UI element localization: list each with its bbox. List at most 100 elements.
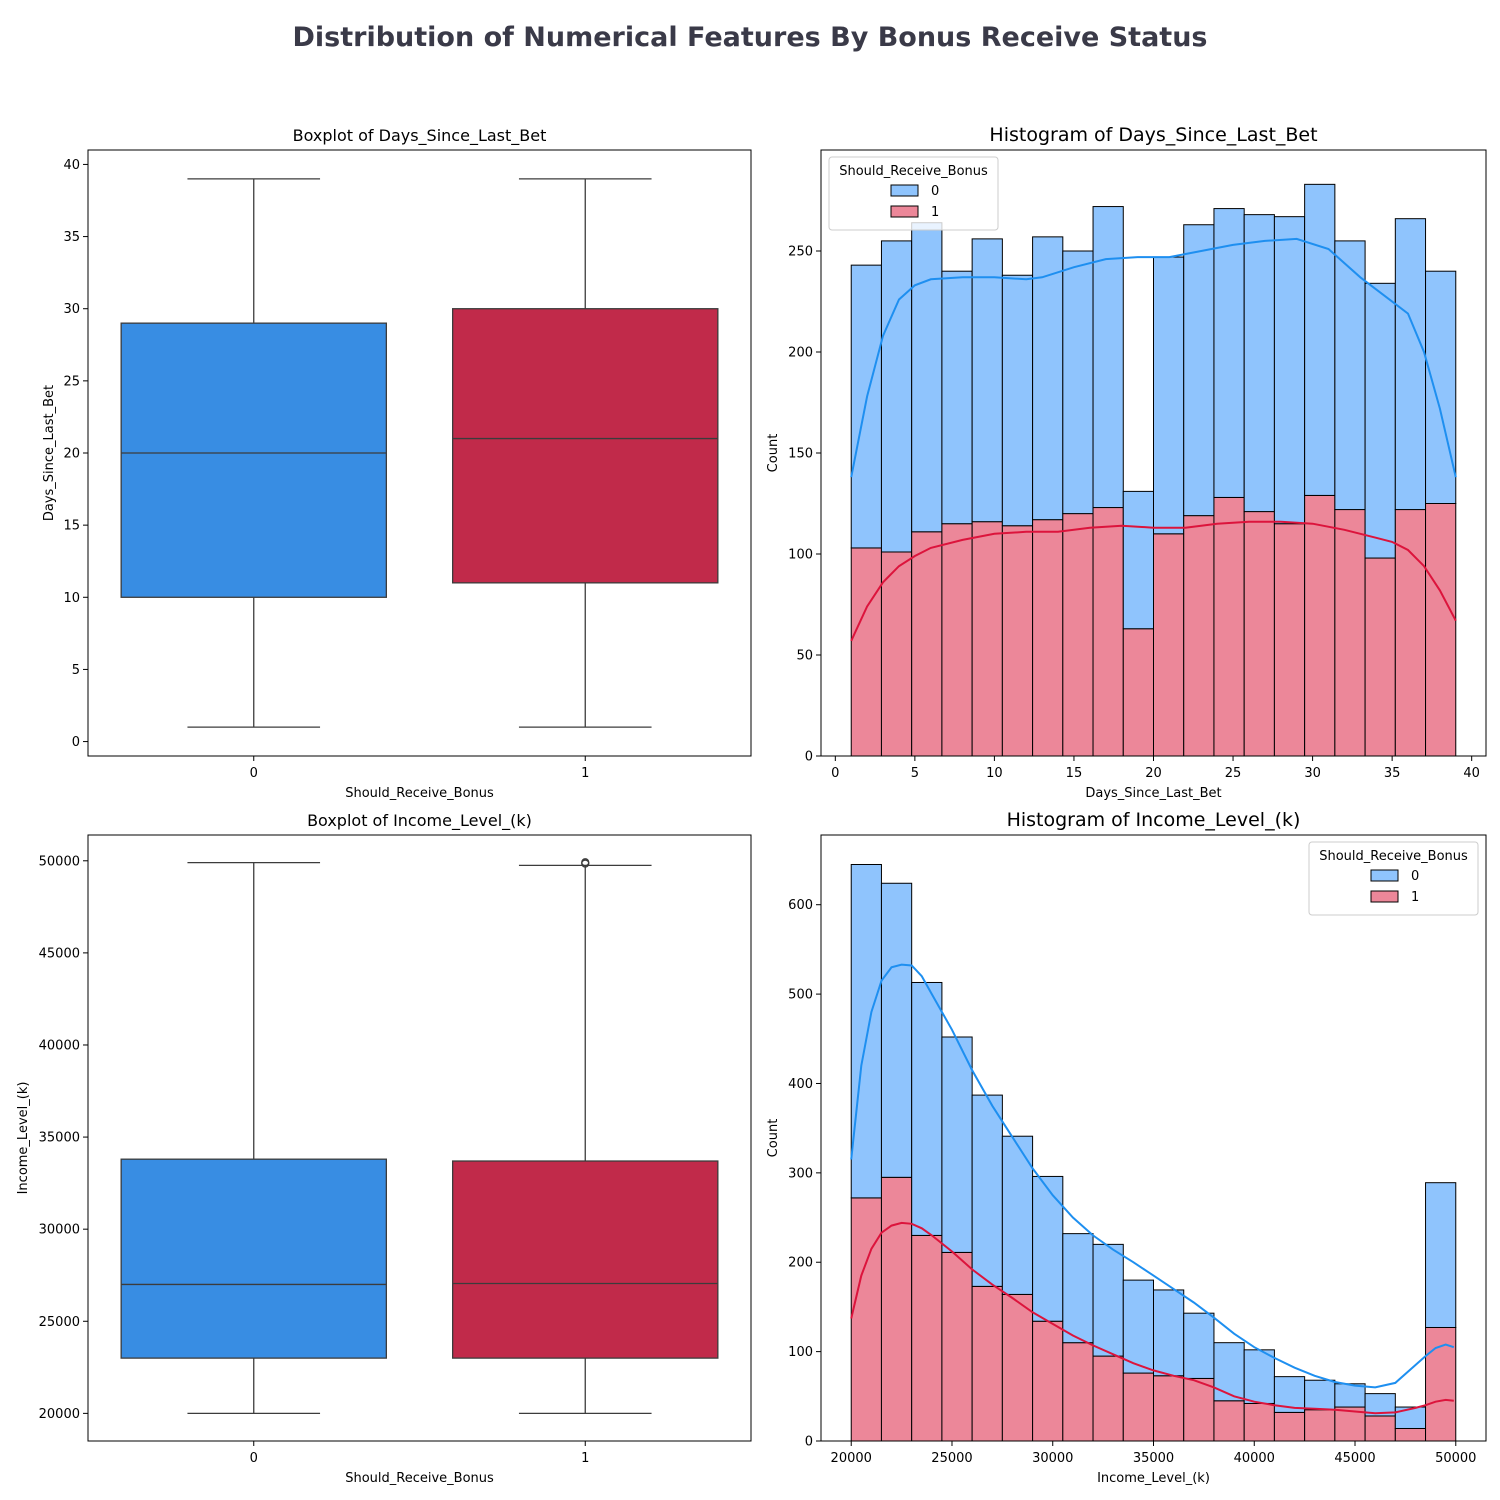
- y-tick-label: 45000: [39, 946, 80, 961]
- outlier-point: [581, 858, 590, 867]
- legend-swatch-1: [1370, 890, 1399, 903]
- iqr-box: [451, 1160, 719, 1359]
- bar-series-0: [1122, 490, 1154, 630]
- x-tick-label: 0: [831, 766, 839, 781]
- bar-series-0: [1213, 1342, 1245, 1402]
- y-tick-label: 35000: [39, 1131, 80, 1146]
- bar-series-0: [1394, 1406, 1427, 1429]
- y-tick-label: 30: [63, 302, 80, 317]
- bar-series-0: [1364, 1393, 1396, 1417]
- bar-series-1: [1001, 1293, 1034, 1442]
- legend-title: Should_Receive_Bonus: [1319, 849, 1468, 864]
- iqr-box: [120, 1158, 388, 1359]
- bar-series-1: [1273, 1411, 1306, 1442]
- bar-series-0: [1062, 1233, 1094, 1344]
- plot-frame: [87, 834, 752, 1442]
- plot-frame: [87, 149, 752, 757]
- box-1: [451, 178, 719, 728]
- chart-title: Boxplot of Days_Since_Last_Bet: [293, 126, 547, 146]
- bar-series-0: [850, 863, 882, 1199]
- bar-series-0: [941, 270, 973, 525]
- box_income-chart: Boxplot of Income_Level_(k) 20000 25000 300…: [16, 811, 752, 1486]
- bar-series-0: [1425, 1182, 1457, 1328]
- legend-label-0: 0: [1411, 869, 1419, 884]
- bar-series-0: [1032, 236, 1064, 521]
- y-tick-label: 35: [63, 230, 80, 245]
- x-tick-label: 40: [1463, 766, 1480, 781]
- kde-line-1: [850, 520, 1457, 642]
- y-axis-label: Days_Since_Last_Bet: [42, 385, 57, 521]
- bar-series-1: [911, 531, 943, 757]
- bar-series-0: [1183, 1312, 1215, 1379]
- bar-series-1: [1213, 496, 1245, 757]
- bar-series-0: [1273, 216, 1306, 525]
- bar-series-1: [1183, 1377, 1215, 1442]
- x-tick-label: 1: [581, 766, 589, 781]
- bar-series-1: [971, 1285, 1003, 1442]
- y-tick-label: 20000: [39, 1407, 80, 1422]
- bar-series-1: [880, 1176, 913, 1442]
- y-tick-label: 50: [796, 649, 813, 664]
- bar-series-1: [1032, 1320, 1064, 1442]
- bar-series-0: [1153, 1289, 1185, 1377]
- kde-line-0: [850, 237, 1457, 478]
- legend: Should_Receive_Bonus 0 1: [1308, 841, 1479, 916]
- box-1: [451, 858, 719, 1415]
- x-tick-label: 0: [250, 766, 258, 781]
- y-axis-label: Count: [766, 434, 781, 473]
- bar-series-0: [880, 240, 913, 553]
- bar-series-1: [1153, 533, 1185, 757]
- legend-label-1: 1: [931, 205, 939, 220]
- x-tick-label: 20000: [831, 1451, 872, 1466]
- chart-title: Histogram of Income_Level_(k): [1007, 809, 1301, 831]
- y-tick-label: 500: [788, 988, 813, 1003]
- bar-series-0: [1062, 250, 1094, 515]
- bar-series-1: [850, 1197, 882, 1442]
- x-tick-label: 0: [250, 1451, 258, 1466]
- box-0: [120, 178, 388, 728]
- legend-label-1: 1: [1411, 890, 1419, 905]
- bar-series-1: [1243, 511, 1275, 757]
- bar-series-0: [941, 1036, 973, 1253]
- bar-series-0: [1425, 270, 1457, 505]
- hist_days-chart: Histogram of Days_Since_Last_Bet05010015…: [766, 124, 1487, 801]
- y-tick-label: 100: [788, 1345, 813, 1360]
- histogram-bars: [850, 863, 1457, 1442]
- y-tick-label: 25000: [39, 1315, 80, 1330]
- bar-series-1: [941, 1251, 973, 1442]
- bar-series-1: [1122, 628, 1154, 757]
- x-axis-label: Income_Level_(k): [1097, 1471, 1210, 1486]
- bar-series-0: [1122, 1279, 1154, 1374]
- bar-series-1: [1092, 1355, 1124, 1442]
- bar-series-0: [1183, 224, 1215, 517]
- bar-series-1: [1304, 1409, 1336, 1442]
- bar-series-1: [1304, 494, 1336, 757]
- figure-title: Distribution of Numerical Features By Bo…: [292, 22, 1208, 53]
- bar-series-1: [1092, 507, 1124, 757]
- x-tick-label: 1: [581, 1451, 589, 1466]
- chart-title: Boxplot of Income_Level_(k): [307, 811, 532, 831]
- bar-series-0: [1394, 218, 1427, 511]
- x-axis-label: Should_Receive_Bonus: [345, 786, 494, 801]
- x-tick-label: 25: [1225, 766, 1242, 781]
- bar-series-0: [911, 222, 943, 533]
- bar-series-1: [1153, 1375, 1185, 1442]
- bar-series-1: [911, 1234, 943, 1442]
- plot-frame: [820, 149, 1487, 757]
- hist_income-chart: Histogram of Income_Level_(k) 0 100 200 300 4…: [766, 809, 1487, 1486]
- x-tick-label: 30000: [1032, 1451, 1073, 1466]
- bar-series-1: [880, 551, 913, 757]
- y-tick-label: 30000: [39, 1223, 80, 1238]
- bar-series-0: [880, 882, 913, 1178]
- y-tick-label: 100: [788, 548, 813, 563]
- bar-series-0: [971, 1094, 1003, 1287]
- y-axis-label: Count: [766, 1119, 781, 1158]
- y-tick-label: 5: [72, 663, 80, 678]
- y-tick-label: 40000: [39, 1038, 80, 1053]
- bar-series-0: [850, 264, 882, 549]
- bar-series-0: [911, 981, 943, 1236]
- y-tick-label: 400: [788, 1077, 813, 1092]
- bar-series-1: [1364, 1415, 1396, 1442]
- y-tick-label: 15: [63, 519, 80, 534]
